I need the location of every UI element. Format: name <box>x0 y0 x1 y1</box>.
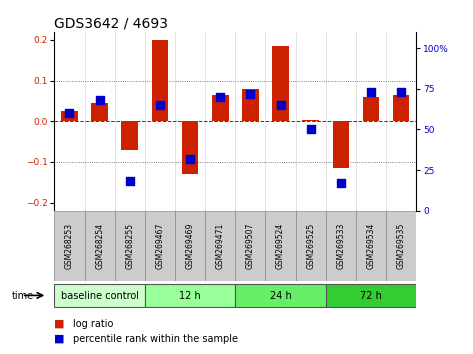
Bar <box>61 111 78 121</box>
Bar <box>302 120 319 121</box>
Text: 12 h: 12 h <box>179 291 201 301</box>
Bar <box>145 285 235 307</box>
Text: log ratio: log ratio <box>73 319 114 329</box>
Point <box>96 97 104 103</box>
Text: GSM268255: GSM268255 <box>125 223 134 269</box>
Text: time: time <box>12 291 34 301</box>
Bar <box>326 211 356 281</box>
Point <box>277 102 284 108</box>
Bar <box>85 211 114 281</box>
Bar <box>272 46 289 121</box>
Text: GSM268254: GSM268254 <box>95 223 104 269</box>
Point <box>186 156 194 161</box>
Bar <box>393 95 410 121</box>
Bar <box>235 285 326 307</box>
Point <box>307 126 315 132</box>
Point <box>367 89 375 95</box>
Bar <box>333 121 349 168</box>
Text: GSM269467: GSM269467 <box>156 223 165 269</box>
Bar <box>182 121 198 174</box>
Bar <box>212 95 228 121</box>
Bar <box>326 285 416 307</box>
Text: ■: ■ <box>54 334 65 344</box>
Text: baseline control: baseline control <box>61 291 139 301</box>
Text: GSM269507: GSM269507 <box>246 223 255 269</box>
Bar <box>242 89 259 121</box>
Point <box>397 89 405 95</box>
Bar <box>54 211 85 281</box>
Text: 24 h: 24 h <box>270 291 291 301</box>
Text: GSM269534: GSM269534 <box>367 223 376 269</box>
Text: GSM269533: GSM269533 <box>336 223 345 269</box>
Text: GSM269535: GSM269535 <box>397 223 406 269</box>
Point <box>217 94 224 100</box>
Point <box>66 110 73 116</box>
Bar <box>91 103 108 121</box>
Bar <box>114 211 145 281</box>
Text: 72 h: 72 h <box>360 291 382 301</box>
Bar <box>235 211 265 281</box>
Text: GSM269525: GSM269525 <box>306 223 315 269</box>
Point <box>246 91 254 96</box>
Point <box>156 102 164 108</box>
Text: GSM268253: GSM268253 <box>65 223 74 269</box>
Bar <box>145 211 175 281</box>
Bar <box>296 211 326 281</box>
Bar <box>386 211 416 281</box>
Text: GSM269469: GSM269469 <box>185 223 194 269</box>
Text: GSM269471: GSM269471 <box>216 223 225 269</box>
Bar <box>54 285 145 307</box>
Text: GDS3642 / 4693: GDS3642 / 4693 <box>54 17 168 31</box>
Point <box>337 180 345 186</box>
Bar <box>175 211 205 281</box>
Text: percentile rank within the sample: percentile rank within the sample <box>73 334 238 344</box>
Bar <box>265 211 296 281</box>
Text: GSM269524: GSM269524 <box>276 223 285 269</box>
Bar <box>356 211 386 281</box>
Text: ■: ■ <box>54 319 65 329</box>
Bar <box>363 97 379 121</box>
Bar <box>205 211 235 281</box>
Bar <box>152 40 168 121</box>
Point <box>126 178 133 184</box>
Bar <box>122 121 138 150</box>
